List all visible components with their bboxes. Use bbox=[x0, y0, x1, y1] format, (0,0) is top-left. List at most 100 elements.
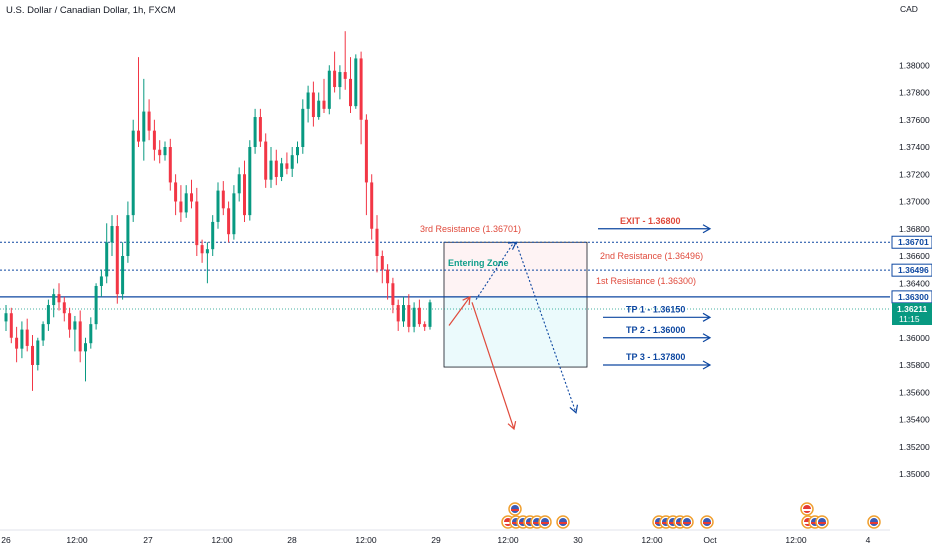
entry-arrow bbox=[448, 295, 471, 326]
candle-body bbox=[327, 70, 331, 109]
x-tick-label: 4 bbox=[866, 535, 871, 545]
y-tick-label: 1.35400 bbox=[899, 415, 930, 425]
us-flag-icon[interactable] bbox=[680, 515, 694, 529]
candle-body bbox=[52, 294, 56, 306]
candle-body bbox=[158, 149, 162, 156]
candle-body bbox=[243, 174, 246, 216]
x-tick-label: 12:00 bbox=[641, 535, 663, 545]
candle-body bbox=[306, 92, 310, 109]
candle-body bbox=[354, 58, 358, 107]
candle-body bbox=[402, 305, 405, 322]
candle-body bbox=[370, 182, 374, 229]
us-flag-icon[interactable] bbox=[700, 515, 714, 529]
y-tick-label: 1.36600 bbox=[899, 251, 930, 261]
y-tick-label: 1.35200 bbox=[899, 442, 930, 452]
candle-body bbox=[179, 201, 183, 213]
candle-body bbox=[184, 193, 188, 213]
x-tick-label: Oct bbox=[703, 535, 717, 545]
candle-body bbox=[137, 130, 140, 142]
candle-body bbox=[174, 182, 178, 202]
candle-body bbox=[274, 160, 278, 177]
candle-body bbox=[84, 343, 87, 352]
y-tick-label: 1.37400 bbox=[899, 142, 930, 152]
candle-body bbox=[25, 329, 29, 346]
candle-body bbox=[423, 324, 427, 327]
candle-body bbox=[78, 321, 82, 352]
y-tick-label: 1.35000 bbox=[899, 469, 930, 479]
x-tick-label: 12:00 bbox=[497, 535, 519, 545]
candle-body bbox=[364, 119, 368, 183]
y-tick-label: 1.37000 bbox=[899, 197, 930, 207]
candle-body bbox=[126, 215, 130, 256]
candle-body bbox=[386, 269, 390, 284]
current-price-tag-box bbox=[892, 303, 932, 326]
y-tick-label: 1.38000 bbox=[899, 60, 930, 70]
candle-body bbox=[211, 221, 215, 250]
candle-body bbox=[9, 313, 13, 338]
entering-zone-lower bbox=[443, 296, 588, 368]
x-tick-label: 12:00 bbox=[785, 535, 807, 545]
candle-body bbox=[359, 58, 363, 120]
resistance-label: 1st Resistance (1.36300) bbox=[596, 276, 696, 286]
y-tick-label: 1.36800 bbox=[899, 224, 930, 234]
y-tick-label: 1.36400 bbox=[899, 278, 930, 288]
candle-body bbox=[221, 190, 225, 209]
candle-body bbox=[290, 155, 294, 169]
x-tick-label: 29 bbox=[431, 535, 441, 545]
candle-body bbox=[105, 242, 109, 277]
entering-zone-upper bbox=[443, 241, 588, 298]
candle-body bbox=[407, 305, 411, 327]
candle-body bbox=[99, 276, 103, 286]
us-flag-icon[interactable] bbox=[508, 502, 522, 516]
x-tick-label: 27 bbox=[143, 535, 153, 545]
candle-body bbox=[168, 147, 172, 183]
candle-body bbox=[412, 307, 416, 327]
candle-body bbox=[258, 117, 262, 142]
candle-body bbox=[333, 70, 337, 88]
candle-body bbox=[41, 324, 45, 341]
candle-body bbox=[163, 147, 167, 156]
candle-body bbox=[264, 141, 268, 180]
price-tag-box bbox=[891, 290, 932, 304]
canada-flag-icon[interactable] bbox=[800, 502, 814, 516]
price-tag: 1.36496 bbox=[898, 265, 929, 275]
candle-body bbox=[147, 111, 151, 131]
candle-body bbox=[57, 294, 61, 303]
currency-label: CAD bbox=[900, 4, 918, 14]
candle-body bbox=[200, 245, 204, 254]
candle-body bbox=[391, 283, 395, 306]
resistance-label: 3rd Resistance (1.36701) bbox=[420, 224, 521, 234]
candle-body bbox=[349, 78, 352, 107]
x-tick-label: 12:00 bbox=[66, 535, 88, 545]
bullish-projection bbox=[475, 241, 517, 300]
us-flag-icon[interactable] bbox=[538, 515, 552, 529]
price-tag: 1.36300 bbox=[898, 292, 929, 302]
candle-body bbox=[68, 313, 72, 330]
price-tag: 1.36701 bbox=[898, 237, 929, 247]
candle-body bbox=[396, 305, 400, 322]
candle-body bbox=[428, 302, 432, 327]
candle-body bbox=[89, 324, 93, 344]
candle-body bbox=[280, 163, 284, 177]
candle-body bbox=[110, 226, 114, 243]
candle-body bbox=[46, 305, 50, 325]
candle-body bbox=[20, 329, 24, 349]
x-tick-label: 26 bbox=[1, 535, 11, 545]
candle-body bbox=[375, 228, 379, 256]
candle-body bbox=[31, 345, 34, 365]
candle-body bbox=[343, 72, 347, 79]
candle-body bbox=[73, 321, 77, 330]
candle-body bbox=[115, 226, 119, 295]
candle-body bbox=[296, 147, 299, 156]
target-label: TP 1 - 1.36150 bbox=[626, 304, 685, 314]
us-flag-icon[interactable] bbox=[867, 515, 881, 529]
us-flag-icon[interactable] bbox=[815, 515, 829, 529]
candle-body bbox=[237, 174, 241, 194]
candle-body bbox=[152, 130, 156, 150]
x-tick-label: 12:00 bbox=[211, 535, 233, 545]
us-flag-icon[interactable] bbox=[556, 515, 570, 529]
candle-body bbox=[131, 130, 135, 216]
y-tick-label: 1.35800 bbox=[899, 360, 930, 370]
candle-body bbox=[311, 92, 315, 118]
